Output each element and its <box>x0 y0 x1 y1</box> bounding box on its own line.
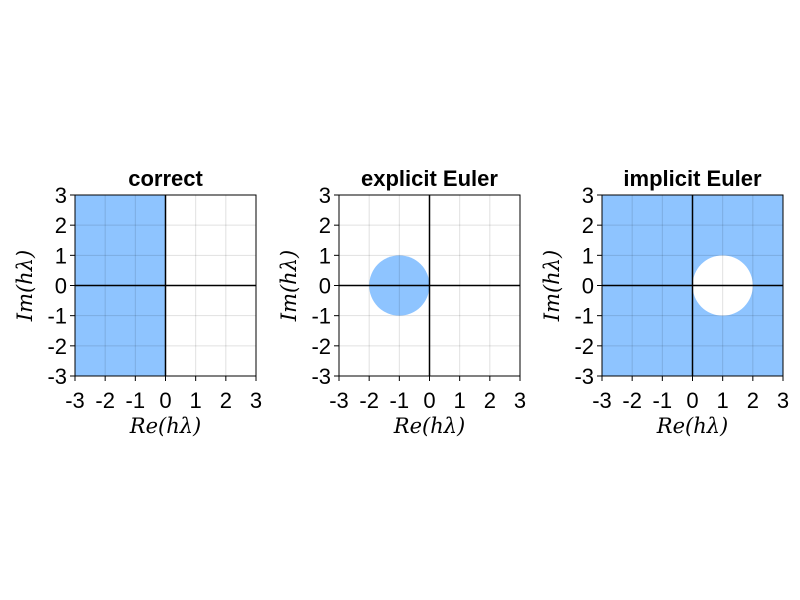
x-tick-label: -1 <box>390 388 410 413</box>
x-tick-label: 1 <box>190 388 202 413</box>
y-tick-label: -2 <box>574 334 594 359</box>
x-tick-label: 2 <box>747 388 759 413</box>
x-axis-label: Re(hλ) <box>393 414 465 438</box>
y-tick-label: 1 <box>582 243 594 268</box>
y-tick-label: -2 <box>47 334 67 359</box>
y-axis-label: Im(hλ) <box>540 250 564 322</box>
y-tick-label: -1 <box>47 304 67 329</box>
y-axis-label: Im(hλ) <box>277 250 301 322</box>
y-tick-label: -3 <box>47 364 67 389</box>
y-tick-label: -1 <box>311 304 331 329</box>
y-tick-label: -3 <box>311 364 331 389</box>
x-tick-label: -1 <box>653 388 673 413</box>
y-tick-label: 2 <box>55 213 67 238</box>
y-tick-label: 3 <box>55 183 67 208</box>
y-tick-label: -3 <box>574 364 594 389</box>
x-axis-label: Re(hλ) <box>656 414 728 438</box>
x-tick-label: 0 <box>423 388 435 413</box>
x-tick-label: 2 <box>484 388 496 413</box>
y-tick-label: 2 <box>582 213 594 238</box>
chart-title: implicit Euler <box>623 166 762 191</box>
x-tick-label: -2 <box>359 388 379 413</box>
x-tick-label: -2 <box>95 388 115 413</box>
y-tick-label: 0 <box>319 274 331 299</box>
y-tick-label: 1 <box>319 243 331 268</box>
y-tick-label: -1 <box>574 304 594 329</box>
x-tick-label: 1 <box>454 388 466 413</box>
chart-title: explicit Euler <box>361 166 498 191</box>
x-tick-label: 0 <box>159 388 171 413</box>
x-tick-label: -3 <box>329 388 349 413</box>
x-tick-label: 0 <box>686 388 698 413</box>
chart-title: correct <box>128 166 203 191</box>
x-tick-label: 1 <box>717 388 729 413</box>
x-tick-label: 3 <box>250 388 262 413</box>
x-tick-label: 3 <box>777 388 789 413</box>
x-tick-label: -2 <box>622 388 642 413</box>
y-axis-label: Im(hλ) <box>13 250 37 322</box>
y-tick-label: 0 <box>582 274 594 299</box>
y-tick-label: -2 <box>311 334 331 359</box>
y-tick-label: 3 <box>582 183 594 208</box>
x-axis-label: Re(hλ) <box>129 414 201 438</box>
y-tick-label: 3 <box>319 183 331 208</box>
x-tick-label: 2 <box>220 388 232 413</box>
x-tick-label: 3 <box>514 388 526 413</box>
y-tick-label: 0 <box>55 274 67 299</box>
x-tick-label: -3 <box>65 388 85 413</box>
y-tick-label: 2 <box>319 213 331 238</box>
y-tick-label: 1 <box>55 243 67 268</box>
x-tick-label: -1 <box>126 388 146 413</box>
x-tick-label: -3 <box>592 388 612 413</box>
